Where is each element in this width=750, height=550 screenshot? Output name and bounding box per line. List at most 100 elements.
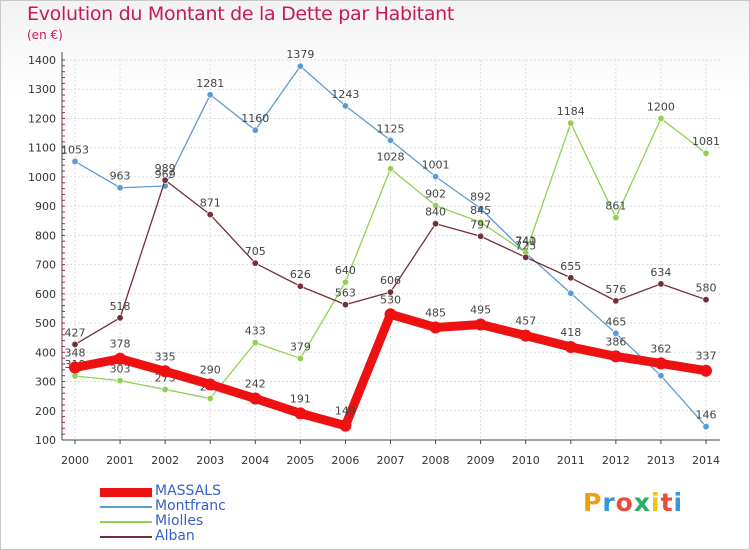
x-tick-label: 2012 [602, 454, 630, 467]
data-label-alban: 576 [605, 283, 626, 296]
x-tick-label: 2010 [512, 454, 540, 467]
data-label-montfranc: 969 [155, 168, 176, 181]
data-point-montfranc [116, 184, 124, 192]
y-tick-label: 500 [35, 317, 56, 330]
data-point-massals [339, 419, 352, 432]
logo-letter: i [673, 488, 684, 517]
data-label-alban: 989 [155, 162, 176, 175]
logo-letter: i [651, 488, 661, 517]
data-point-miolles [341, 278, 349, 286]
x-tick-label: 2000 [61, 454, 89, 467]
data-point-massals [69, 361, 81, 374]
data-point-montfranc [341, 102, 349, 110]
data-point-massals [159, 365, 172, 378]
data-point-montfranc [432, 173, 440, 181]
data-label-massals: 418 [560, 326, 581, 339]
data-label-alban: 840 [425, 206, 446, 219]
legend-label: Montfranc [155, 498, 226, 514]
x-tick-label: 2002 [151, 454, 179, 467]
data-point-massals [249, 392, 262, 405]
y-tick-label: 700 [35, 259, 56, 272]
data-point-montfranc [657, 372, 665, 380]
data-label-miolles: 1081 [692, 135, 720, 148]
y-tick-label: 1300 [28, 83, 56, 96]
x-tick-label: 2006 [331, 454, 359, 467]
data-point-alban [341, 301, 349, 309]
data-label-massals: 191 [290, 392, 311, 405]
data-label-alban: 705 [245, 245, 266, 258]
data-label-alban: 634 [650, 266, 671, 279]
data-point-montfranc [251, 126, 259, 134]
data-label-massals: 495 [470, 304, 491, 317]
data-label-miolles: 379 [290, 340, 311, 353]
data-label-alban: 606 [380, 274, 401, 287]
data-label-miolles: 902 [425, 188, 446, 201]
data-label-massals: 457 [515, 315, 536, 328]
data-point-massals [564, 341, 577, 354]
data-point-montfranc [612, 329, 620, 337]
data-label-massals: 242 [245, 377, 266, 390]
legend-swatch [100, 536, 152, 538]
data-point-alban [657, 280, 665, 288]
y-tick-label: 900 [35, 200, 56, 213]
data-point-massals [519, 329, 532, 342]
logo-letter: r [602, 488, 616, 517]
data-point-alban [522, 253, 530, 261]
data-point-miolles [296, 354, 304, 362]
legend-label: MASSALS [155, 483, 221, 499]
logo-letter: P [583, 488, 603, 517]
data-point-alban [206, 211, 214, 219]
x-tick-label: 2003 [196, 454, 224, 467]
data-label-miolles: 741 [515, 235, 536, 248]
y-tick-label: 1200 [28, 112, 56, 125]
data-point-miolles [612, 214, 620, 222]
data-label-alban: 580 [696, 282, 717, 295]
x-tick-label: 2005 [286, 454, 314, 467]
logo-letter: o [615, 488, 634, 517]
data-label-miolles: 1184 [557, 105, 585, 118]
data-point-massals [294, 407, 307, 420]
data-label-montfranc: 1001 [422, 159, 450, 172]
data-label-miolles: 1028 [377, 151, 405, 164]
logo-letter: t [660, 488, 674, 517]
legend-swatch [100, 488, 152, 497]
legend-label: Alban [155, 528, 195, 544]
data-label-alban: 626 [290, 268, 311, 281]
data-label-massals: 386 [605, 335, 626, 348]
y-tick-label: 800 [35, 229, 56, 242]
data-label-miolles: 640 [335, 264, 356, 277]
data-point-montfranc [71, 157, 79, 165]
y-tick-label: 300 [35, 376, 56, 389]
legend-item-miolles: Miolles [100, 513, 320, 529]
legend-swatch [100, 521, 152, 523]
data-label-montfranc: 1243 [331, 88, 359, 101]
data-point-montfranc [567, 289, 575, 297]
data-label-massals: 362 [650, 342, 671, 355]
data-point-montfranc [477, 204, 485, 212]
data-label-montfranc: 1160 [241, 112, 269, 125]
x-tick-label: 2007 [377, 454, 405, 467]
data-point-alban [116, 314, 124, 322]
data-point-alban [702, 296, 710, 304]
data-label-montfranc: 892 [470, 190, 491, 203]
data-label-miolles: 845 [470, 204, 491, 217]
proxiti-logo: Proxiti [583, 488, 683, 517]
chart-title: Evolution du Montant de la Dette par Hab… [27, 3, 455, 25]
data-label-miolles: 1200 [647, 100, 675, 113]
data-point-miolles [206, 394, 214, 402]
x-tick-label: 2011 [557, 454, 585, 467]
data-point-alban [612, 297, 620, 305]
data-label-montfranc: 1053 [61, 143, 89, 156]
data-point-massals [384, 308, 397, 321]
data-label-alban: 655 [560, 260, 581, 273]
data-label-alban: 427 [65, 326, 86, 339]
x-tick-label: 2014 [692, 454, 720, 467]
data-label-alban: 518 [110, 300, 131, 313]
data-point-montfranc [702, 423, 710, 431]
data-point-alban [251, 259, 259, 267]
y-tick-label: 1000 [28, 171, 56, 184]
data-label-alban: 563 [335, 287, 356, 300]
data-label-miolles: 303 [110, 363, 131, 376]
data-label-massals: 337 [696, 350, 717, 363]
